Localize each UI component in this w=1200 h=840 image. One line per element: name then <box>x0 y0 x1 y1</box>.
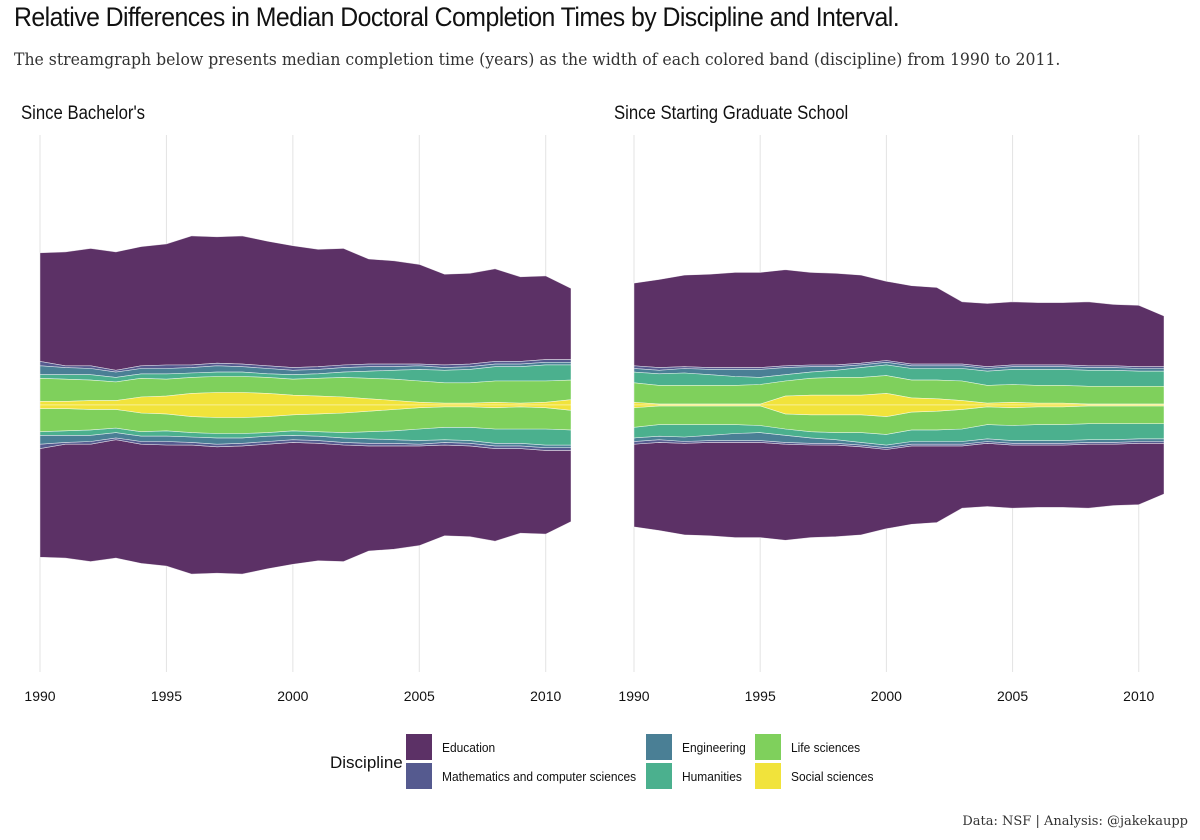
legend-item-engineering: Engineering <box>646 734 751 760</box>
x-tick-label-1990: 1990 <box>24 688 55 704</box>
chart-title: Relative Differences in Median Doctoral … <box>14 2 900 32</box>
streamgraph-chart: 1990 1995 2000 2005 2010 1990 1995 2000 2005 2010 <box>24 135 1165 704</box>
legend-label-education: Education <box>442 739 496 755</box>
band-social-sciences-lower <box>39 404 572 418</box>
legend-swatch-mathematics <box>406 763 432 789</box>
x-tick-label-2005: 2005 <box>997 688 1028 704</box>
legend-swatch-engineering <box>646 734 672 760</box>
legend-label-engineering: Engineering <box>682 739 746 755</box>
x-tick-label-2010: 2010 <box>530 688 561 704</box>
x-tick-label-1990: 1990 <box>618 688 649 704</box>
legend-label-social-sciences: Social sciences <box>791 768 874 784</box>
panel-0: 1990 1995 2000 2005 2010 <box>24 135 572 704</box>
legend-swatch-humanities <box>646 763 672 789</box>
x-tick-label-2000: 2000 <box>277 688 308 704</box>
band-education-upper <box>39 235 572 371</box>
facet-title-grad-school: Since Starting Graduate School <box>614 103 849 124</box>
legend-label-mathematics: Mathematics and computer sciences <box>442 768 637 784</box>
caption: Data: NSF | Analysis: @jakekaupp <box>962 814 1188 829</box>
band-education-lower <box>633 442 1165 541</box>
legend-item-education: Education <box>406 734 500 760</box>
x-tick-label-1995: 1995 <box>745 688 776 704</box>
x-tick-label-1995: 1995 <box>151 688 182 704</box>
x-tick-label-2010: 2010 <box>1123 688 1154 704</box>
chart-subtitle: The streamgraph below presents median co… <box>14 50 1061 69</box>
legend-swatch-social-sciences <box>755 763 781 789</box>
legend-item-mathematics: Mathematics and computer sciences <box>406 763 653 789</box>
band-education-lower <box>39 439 572 575</box>
legend-label-humanities: Humanities <box>682 768 742 784</box>
panel-1: 1990 1995 2000 2005 2010 <box>618 135 1165 704</box>
legend-label-life-sciences: Life sciences <box>791 739 861 755</box>
legend-item-life-sciences: Life sciences <box>755 734 866 760</box>
band-education-upper <box>633 269 1165 368</box>
legend-item-social-sciences: Social sciences <box>755 763 881 789</box>
legend-swatch-life-sciences <box>755 734 781 760</box>
legend-swatch-education <box>406 734 432 760</box>
band-social-sciences-lower <box>633 404 1165 417</box>
legend-item-humanities: Humanities <box>646 763 747 789</box>
legend: Discipline Education Mathematics and com… <box>330 734 890 794</box>
x-tick-label-2005: 2005 <box>404 688 435 704</box>
facet-title-bachelors: Since Bachelor's <box>21 103 146 124</box>
x-tick-label-2000: 2000 <box>871 688 902 704</box>
legend-title: Discipline <box>330 753 403 772</box>
